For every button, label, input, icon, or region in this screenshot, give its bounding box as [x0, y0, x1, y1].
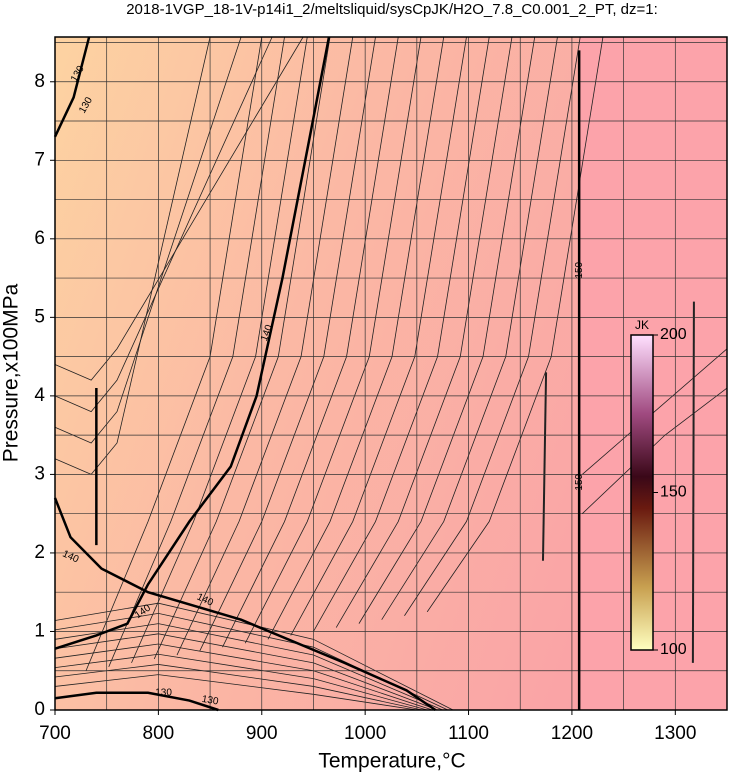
x-tick-label: 700: [39, 723, 71, 744]
contour-line: [53, 497, 437, 712]
y-tick-label: 1: [34, 620, 45, 641]
contour-line: [199, 36, 376, 652]
contour-line: [335, 36, 513, 628]
contour-line: [54, 36, 211, 475]
colorbar-tick-label: 150: [660, 484, 687, 501]
contour-line: [313, 36, 490, 632]
contour-line: [381, 36, 558, 620]
contour-line: [222, 36, 399, 648]
contour-line: [54, 36, 331, 650]
y-tick-label: 8: [34, 71, 45, 92]
contour-label: 150: [574, 473, 585, 490]
contour-line: [108, 36, 285, 667]
contour-line: [176, 36, 354, 656]
contour-label: 130: [201, 694, 220, 708]
x-tick-label: 800: [143, 723, 175, 744]
x-axis-label: Temperature,°C: [318, 750, 465, 773]
contour-label: 140: [259, 323, 275, 343]
y-tick-label: 5: [34, 306, 45, 327]
y-tick-label: 0: [34, 699, 45, 720]
contour-line: [54, 691, 219, 712]
contour-line: [153, 36, 331, 660]
y-axis-label: Pressure,x100MPa: [0, 283, 23, 462]
contour-line: [290, 36, 467, 636]
y-tick-label: 7: [34, 149, 45, 170]
contour-line: [244, 36, 422, 644]
contour-line: [404, 36, 581, 616]
x-tick-label: 1200: [551, 723, 593, 744]
contour-line: [358, 36, 536, 624]
contour-line: [691, 301, 695, 663]
colorbar-tick-label: 200: [660, 326, 687, 343]
contour-label: 130: [155, 687, 172, 698]
contour-line: [53, 36, 91, 138]
x-tick-label: 1100: [448, 723, 489, 744]
contour-line: [85, 36, 263, 671]
plot-frame: [54, 36, 728, 711]
contour-label: 150: [574, 261, 585, 278]
y-tick-label: 4: [34, 385, 45, 406]
y-tick-label: 2: [34, 542, 45, 563]
chart-title: 2018-1VGP_18-1V-p14i1_2/meltsliquid/sysC…: [126, 1, 658, 18]
x-tick-label: 1300: [654, 723, 696, 744]
colorbar-tick-label: 100: [660, 641, 687, 658]
x-tick-label: 900: [246, 723, 278, 744]
colorbar-label: JK: [635, 318, 649, 332]
contour-line: [267, 36, 445, 640]
y-tick-label: 6: [34, 228, 45, 249]
colorbar: [630, 334, 654, 651]
x-tick-label: 1000: [344, 723, 386, 744]
contour-line: [541, 372, 548, 561]
y-tick-label: 3: [34, 463, 45, 484]
contour-line: [581, 348, 728, 475]
